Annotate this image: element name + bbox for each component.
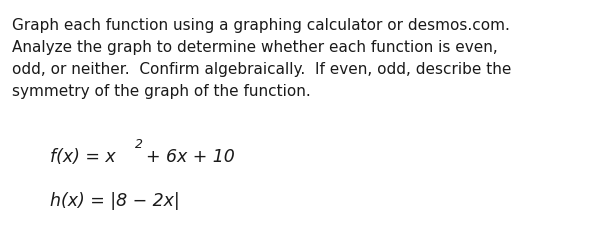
Text: 2: 2 xyxy=(135,137,143,150)
Text: Graph each function using a graphing calculator or desmos.com.: Graph each function using a graphing cal… xyxy=(12,18,510,33)
Text: h(x) = |8 − 2x|: h(x) = |8 − 2x| xyxy=(50,191,180,209)
Text: Analyze the graph to determine whether each function is even,: Analyze the graph to determine whether e… xyxy=(12,40,498,55)
Text: odd, or neither.  Confirm algebraically.  If even, odd, describe the: odd, or neither. Confirm algebraically. … xyxy=(12,62,512,77)
Text: f(x) = x: f(x) = x xyxy=(50,147,115,165)
Text: + 6x + 10: + 6x + 10 xyxy=(146,147,235,165)
Text: symmetry of the graph of the function.: symmetry of the graph of the function. xyxy=(12,84,310,99)
